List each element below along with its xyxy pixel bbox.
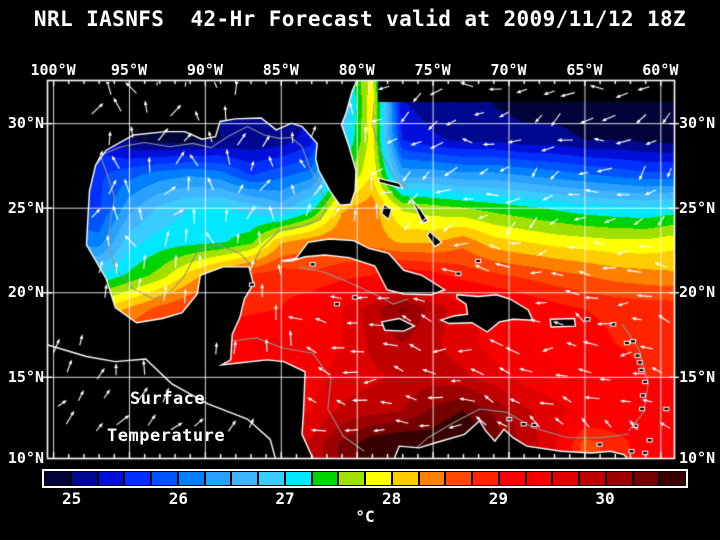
colorbar-cell: [580, 472, 605, 485]
colorbar-cell: [606, 472, 632, 485]
colorbar-cell: [98, 472, 124, 485]
colorbar-cell: [178, 472, 204, 485]
lon-label: 85°W: [262, 61, 299, 79]
annotation-temperature: Temperature: [107, 426, 226, 446]
page-title: NRL IASNFS 42-Hr Forecast valid at 2009/…: [33, 7, 687, 31]
annotation-surface: Surface: [130, 389, 206, 409]
colorbar-tick-label: 29: [488, 489, 508, 508]
colorbar-cell: [152, 472, 177, 485]
colorbar-cell: [633, 472, 659, 485]
colorbar-tick-label: 25: [62, 489, 82, 508]
colorbar: [42, 469, 688, 488]
colorbar-cell: [553, 472, 578, 485]
colorbar-cell: [473, 472, 498, 485]
colorbar-cell: [339, 472, 364, 485]
lat-label-right: 20°N: [679, 283, 716, 302]
lat-label-right: 15°N: [679, 367, 716, 386]
colorbar-tick-label: 27: [275, 489, 295, 508]
colorbar-cell: [45, 472, 70, 485]
lat-label-right: 30°N: [679, 114, 716, 133]
colorbar-cell: [446, 472, 471, 485]
lon-label: 90°W: [186, 61, 223, 79]
colorbar-cell: [312, 472, 338, 485]
lat-label-right: 25°N: [679, 198, 716, 217]
lat-label-left: 10°N: [7, 449, 44, 467]
colorbar-cell: [71, 472, 97, 485]
colorbar-cell: [205, 472, 231, 485]
colorbar-cell: [125, 472, 150, 485]
colorbar-tick-label: 30: [595, 489, 615, 508]
colorbar-cell: [259, 472, 284, 485]
colorbar-tick-label: 28: [382, 489, 402, 508]
lon-label: 80°W: [338, 61, 375, 79]
lat-label-right: 10°N: [679, 449, 716, 467]
colorbar-cell: [526, 472, 552, 485]
lat-label-left: 25°N: [7, 198, 44, 217]
lon-label: 65°W: [566, 61, 603, 79]
lat-label-left: 20°N: [7, 283, 44, 302]
lat-label-left: 15°N: [7, 367, 44, 386]
lon-label: 70°W: [490, 61, 527, 79]
colorbar-cell: [660, 472, 685, 485]
colorbar-cell: [419, 472, 445, 485]
colorbar-tick-label: 26: [168, 489, 188, 508]
colorbar-cell: [232, 472, 257, 485]
colorbar-cell: [285, 472, 311, 485]
colorbar-cell: [366, 472, 391, 485]
colorbar-cell: [499, 472, 525, 485]
lat-label-left: 30°N: [7, 114, 44, 133]
colorbar-cell: [392, 472, 418, 485]
lon-label: 60°W: [642, 61, 679, 79]
lon-label: 95°W: [110, 61, 148, 79]
lon-label: 75°W: [414, 61, 451, 79]
colorbar-unit-label: °C: [355, 507, 375, 526]
lon-label: 100°W: [30, 61, 76, 79]
